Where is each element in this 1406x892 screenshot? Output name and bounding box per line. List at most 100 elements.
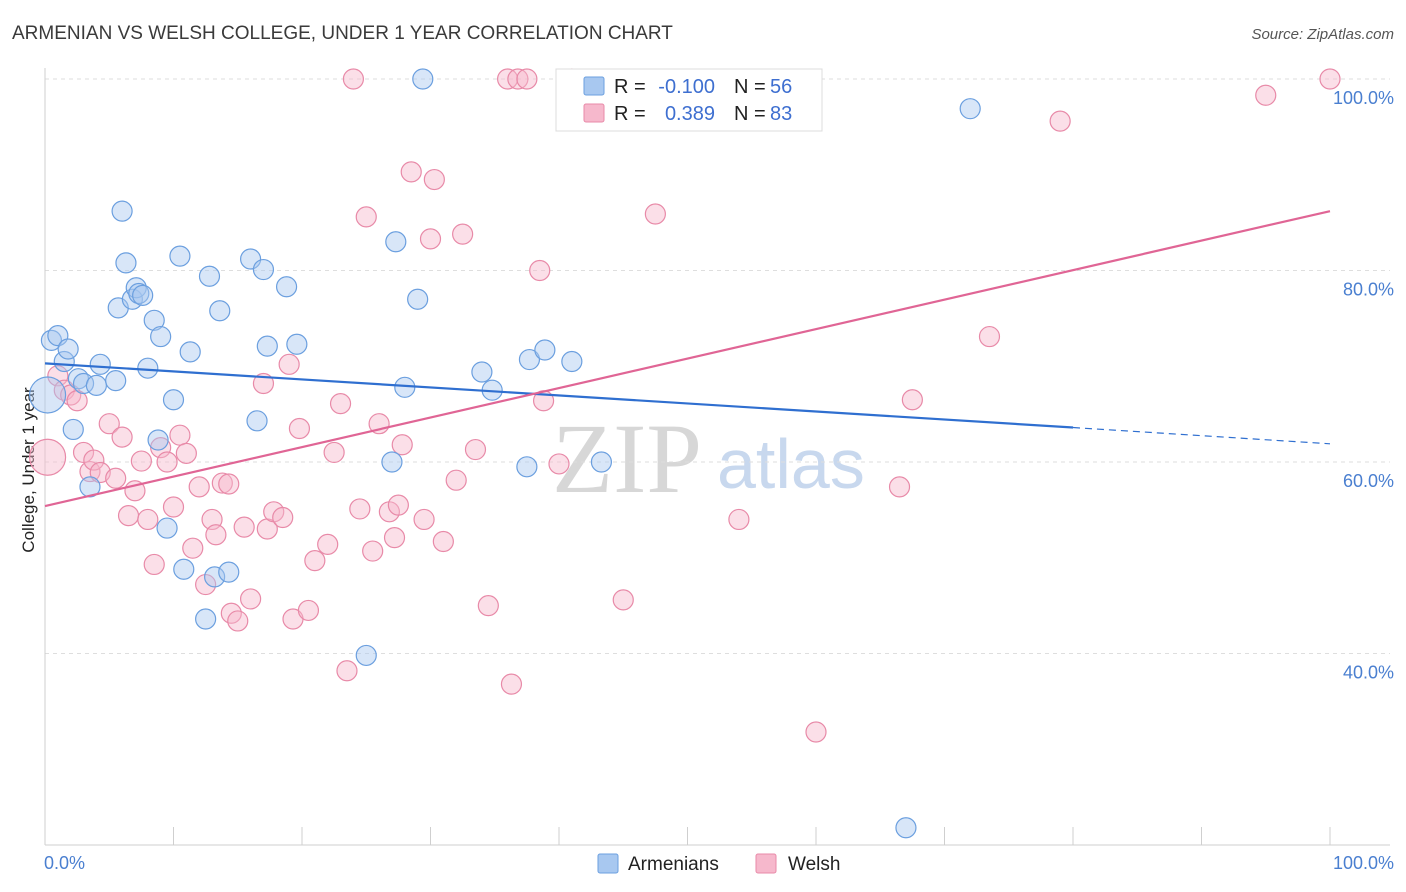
armenians-point [471,361,493,383]
welsh-point [1049,110,1071,132]
legend-n-value-armenians: 56 [770,76,792,98]
x-tick-label: 100.0% [1333,853,1394,873]
x-tick-label: 0.0% [44,853,85,873]
welsh-point [728,508,750,531]
welsh-point [297,599,320,622]
armenians-point [381,451,403,473]
trend-line-armenians-extension [1072,426,1331,445]
trend-line-armenians [44,362,1074,429]
armenians-point [256,335,278,357]
welsh-point [211,472,233,494]
legend-r-label-armenians: R = [614,76,646,98]
welsh-point [278,353,300,375]
welsh-point [391,434,413,456]
welsh-point [516,68,538,90]
welsh-point [83,449,105,471]
armenians-point [252,258,275,281]
welsh-point [143,553,165,576]
trend-lines [44,210,1331,508]
armenians-point [62,418,84,441]
armenians-point [111,200,133,222]
armenians-point [132,284,154,306]
armenians-point [198,265,221,287]
armenians-point [79,476,101,498]
welsh-point [233,516,255,538]
welsh-point [240,588,262,610]
y-axis-label: College, Under 1 year [19,387,38,553]
legend-swatch-armenians [583,76,605,96]
armenians-point [246,410,268,432]
armenians-point [275,276,298,298]
legend-n-value-welsh: 83 [770,103,792,125]
welsh-point [28,438,67,476]
welsh-point [304,550,326,572]
welsh-point [98,413,120,435]
armenians-point [53,350,75,373]
chart-title: ARMENIAN VS WELSH COLLEGE, UNDER 1 YEAR … [12,23,673,44]
welsh-point [169,424,191,446]
welsh-point [130,450,152,472]
y-tick-label: 40.0% [1343,663,1394,683]
armenians-point [355,644,377,667]
armenians-point [162,389,185,411]
welsh-point [162,496,185,518]
welsh-point [349,498,371,520]
welsh-point [612,589,634,611]
y-tick-labels: 100.0% 80.0% 60.0% 40.0% [1333,88,1394,683]
welsh-point [644,203,666,225]
armenians-point [173,558,195,580]
grid [45,78,1390,654]
y-tick-label: 80.0% [1343,280,1394,300]
welsh-point [137,508,159,531]
armenians-point [128,282,150,305]
welsh-point [529,259,551,282]
welsh-point [548,453,570,475]
armenians-point [195,608,217,630]
legend-r-value-armenians: -0.100 [658,76,715,98]
welsh-point [452,223,474,245]
welsh-point [117,505,140,527]
trend-line-welsh [44,210,1331,508]
correlation-legend: R = -0.100 N = 56 R = 0.389 N = 83 [555,68,823,132]
armenians-point [209,300,231,322]
bottom-legend-welsh: Welsh [788,854,840,875]
scatter-points [28,68,1341,839]
welsh-point [111,426,133,448]
armenians-point [534,339,556,361]
bottom-legend-swatch-welsh [755,853,777,874]
welsh-point [464,438,487,461]
axes [44,68,1390,846]
armenians-point [895,817,917,839]
armenians-point [561,350,583,373]
y-tick-label: 60.0% [1343,471,1394,491]
welsh-point [978,325,1001,348]
welsh-point [419,228,442,250]
welsh-point [383,527,406,549]
welsh-point [432,530,454,553]
welsh-point [477,595,499,617]
welsh-point [288,417,311,440]
series-legend: Armenians Welsh [597,853,840,875]
welsh-point [156,451,178,473]
welsh-point [205,524,227,546]
watermark-zip: ZIP [552,403,702,514]
armenians-point [143,309,165,331]
welsh-point [445,469,467,491]
welsh-point [342,68,364,90]
armenians-point [137,357,159,379]
welsh-point [387,494,409,516]
armenians-point [57,338,79,360]
x-tick-labels: 0.0% 100.0% [44,853,1394,873]
welsh-point [1255,84,1277,106]
armenians-point [286,333,308,355]
armenians-point [179,341,201,363]
welsh-point [362,540,384,562]
welsh-point [336,660,358,682]
armenians-point [959,98,981,120]
welsh-point [317,533,339,555]
welsh-point [188,476,210,498]
armenians-point [204,566,226,588]
armenians-point [518,348,541,371]
welsh-point [500,673,523,695]
